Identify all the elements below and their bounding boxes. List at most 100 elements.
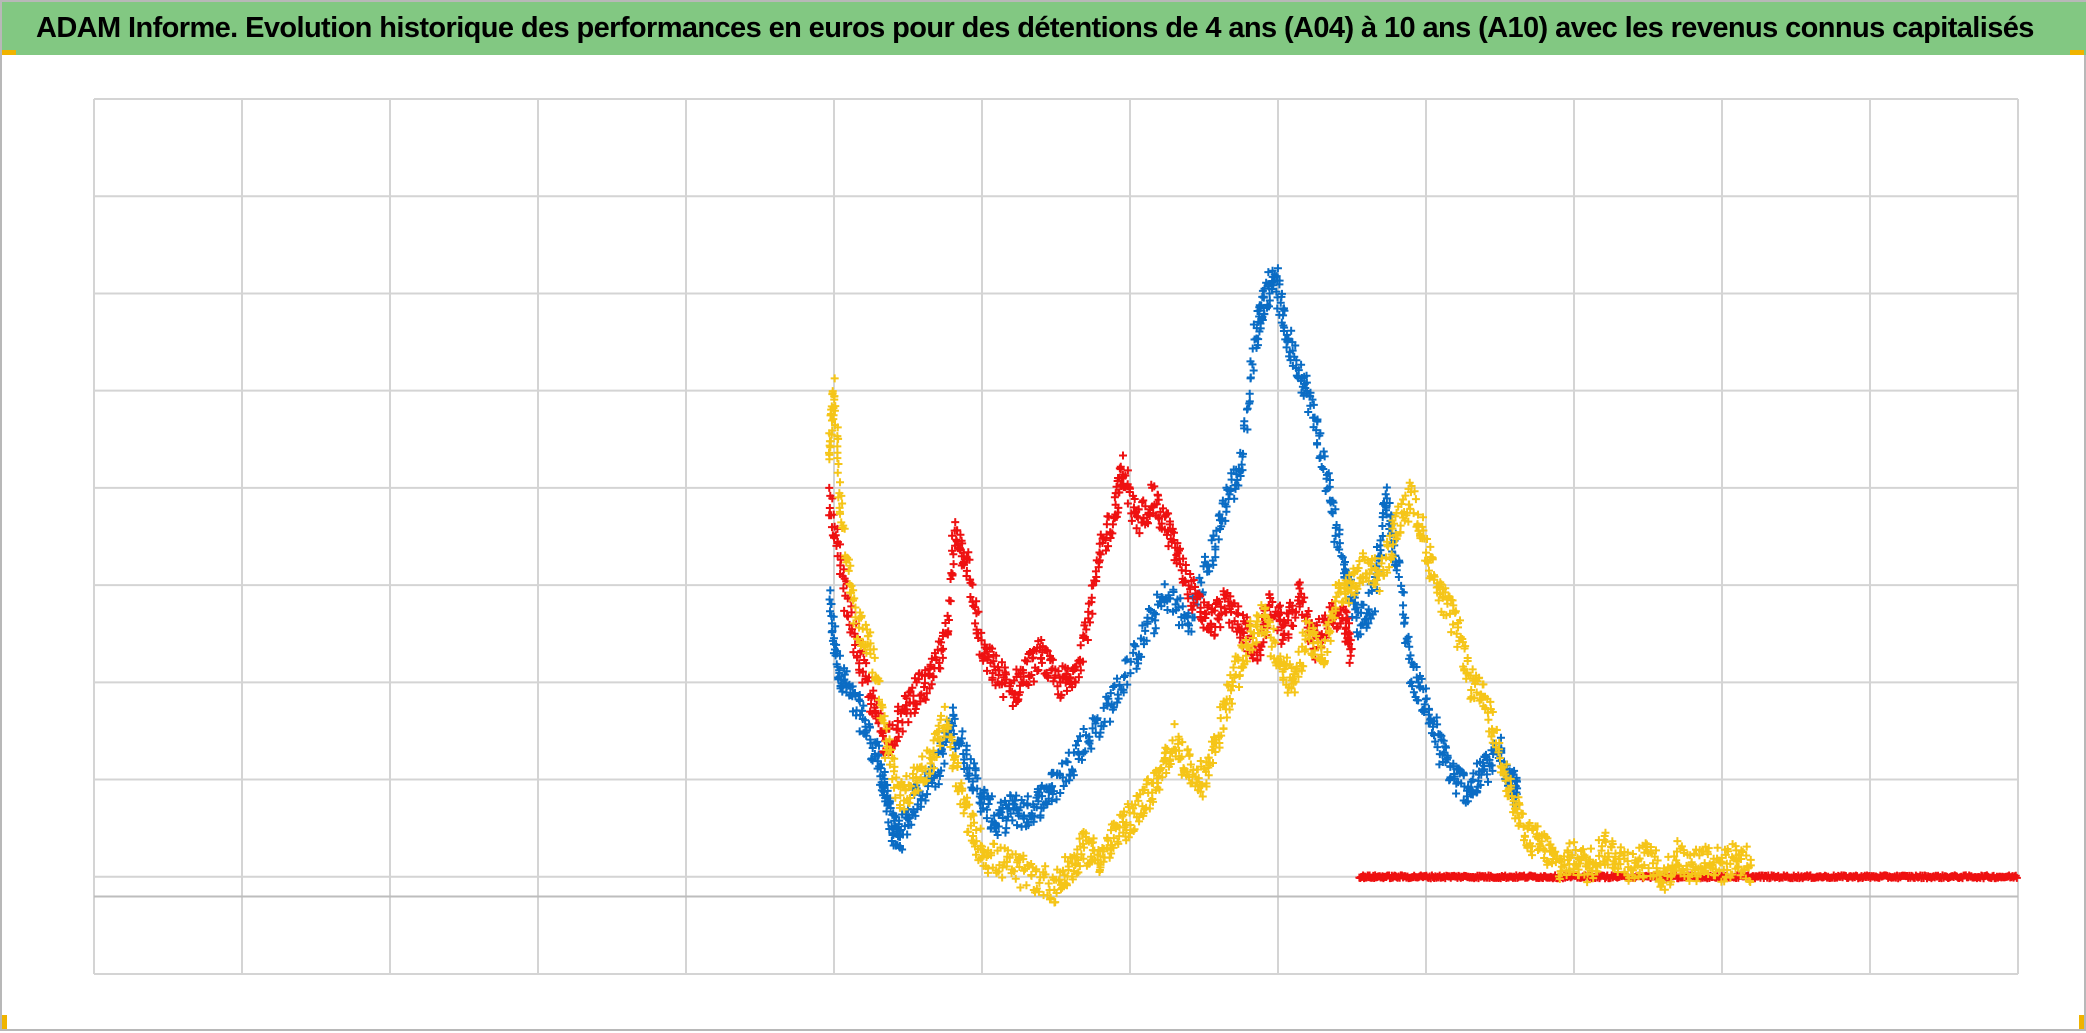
data-point bbox=[1649, 859, 1658, 868]
data-point bbox=[865, 723, 874, 732]
data-point bbox=[1640, 861, 1649, 870]
data-point bbox=[1197, 578, 1206, 587]
data-point bbox=[1068, 683, 1077, 692]
series-1 bbox=[825, 264, 1522, 854]
data-point bbox=[948, 531, 957, 540]
data-point bbox=[1162, 530, 1171, 539]
data-point bbox=[949, 550, 958, 559]
data-point bbox=[979, 654, 988, 663]
data-point bbox=[958, 727, 967, 736]
data-point bbox=[1183, 746, 1192, 755]
data-point bbox=[847, 608, 856, 617]
data-point bbox=[1019, 851, 1028, 860]
data-point bbox=[1560, 852, 1569, 861]
data-point bbox=[1002, 862, 1011, 871]
data-point bbox=[1224, 597, 1233, 606]
data-point bbox=[1248, 360, 1257, 369]
data-point bbox=[1268, 598, 1277, 607]
data-point bbox=[1010, 796, 1019, 805]
data-point bbox=[1555, 875, 1564, 884]
data-point bbox=[833, 423, 842, 432]
data-point bbox=[1009, 867, 1018, 876]
data-point bbox=[944, 615, 953, 624]
data-point bbox=[828, 494, 837, 503]
data-point bbox=[1488, 766, 1497, 775]
data-point bbox=[1075, 834, 1084, 843]
data-point bbox=[1145, 804, 1154, 813]
data-point bbox=[1713, 843, 1722, 852]
data-point bbox=[1248, 654, 1257, 663]
data-point bbox=[1029, 653, 1038, 662]
data-point bbox=[1539, 844, 1548, 853]
data-point bbox=[1433, 743, 1442, 752]
data-point bbox=[886, 804, 895, 813]
corner-mark-bottom-left bbox=[2, 1015, 7, 1029]
data-point bbox=[972, 597, 981, 606]
data-point bbox=[875, 677, 884, 686]
data-point bbox=[1105, 853, 1114, 862]
data-point bbox=[994, 822, 1003, 831]
data-point bbox=[1287, 326, 1296, 335]
data-point bbox=[1170, 528, 1179, 537]
data-point bbox=[1240, 417, 1249, 426]
data-point bbox=[1277, 639, 1286, 648]
data-point bbox=[926, 769, 935, 778]
data-point bbox=[1267, 642, 1276, 651]
data-point bbox=[851, 640, 860, 649]
data-point bbox=[1204, 771, 1213, 780]
data-point bbox=[1047, 654, 1056, 663]
data-point bbox=[1646, 843, 1655, 852]
data-point bbox=[1385, 563, 1394, 572]
data-point bbox=[870, 653, 879, 662]
data-point bbox=[1350, 590, 1359, 599]
data-point bbox=[1310, 646, 1319, 655]
data-point bbox=[1154, 491, 1162, 500]
data-point bbox=[1013, 858, 1022, 867]
data-point bbox=[983, 647, 992, 656]
data-point bbox=[1052, 888, 1061, 897]
data-point bbox=[835, 651, 844, 660]
data-point bbox=[830, 395, 839, 404]
data-point bbox=[1143, 613, 1152, 622]
data-point bbox=[1481, 704, 1490, 713]
data-point bbox=[1187, 627, 1196, 636]
data-point bbox=[1215, 738, 1224, 747]
data-point bbox=[1217, 609, 1226, 618]
data-point bbox=[1388, 552, 1397, 561]
data-point bbox=[1068, 767, 1077, 776]
data-point bbox=[1114, 503, 1123, 512]
data-point bbox=[1288, 601, 1297, 610]
data-point bbox=[1253, 656, 1262, 665]
data-point bbox=[1062, 881, 1071, 890]
data-point bbox=[890, 754, 899, 763]
data-point bbox=[1113, 698, 1122, 707]
data-point bbox=[926, 759, 935, 768]
data-point bbox=[1325, 629, 1334, 638]
data-point bbox=[1294, 672, 1303, 681]
data-point bbox=[1279, 305, 1288, 314]
data-point bbox=[1245, 389, 1254, 398]
data-point bbox=[1203, 603, 1212, 612]
data-point bbox=[993, 830, 1002, 839]
data-point bbox=[1426, 542, 1435, 551]
data-point bbox=[1181, 560, 1190, 569]
data-point bbox=[1415, 671, 1424, 680]
data-point bbox=[1194, 774, 1203, 783]
data-point bbox=[988, 644, 997, 653]
data-point bbox=[1409, 688, 1418, 697]
data-point bbox=[998, 873, 1007, 882]
data-point bbox=[1120, 671, 1129, 680]
data-point bbox=[1362, 623, 1371, 632]
data-point bbox=[1129, 503, 1138, 512]
data-point bbox=[1305, 634, 1314, 643]
data-point bbox=[1475, 673, 1484, 682]
data-point bbox=[1283, 688, 1292, 697]
data-point bbox=[1628, 849, 1637, 858]
data-point bbox=[868, 668, 877, 677]
data-point bbox=[842, 667, 851, 676]
data-point bbox=[1401, 491, 1410, 500]
data-point bbox=[1228, 623, 1237, 632]
data-point bbox=[829, 612, 838, 621]
data-point bbox=[1449, 620, 1458, 629]
data-point bbox=[1335, 579, 1344, 588]
